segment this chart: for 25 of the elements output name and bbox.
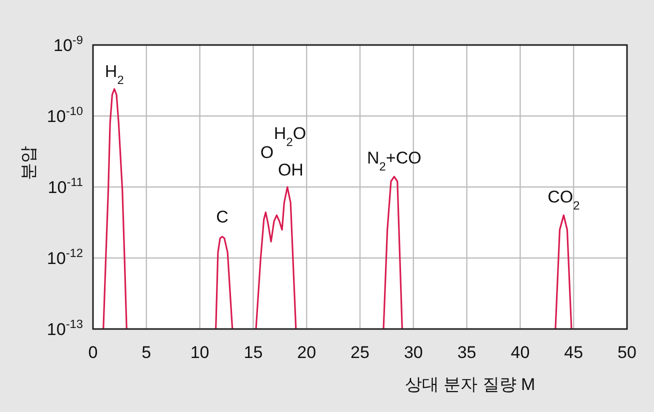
- annotation: OH: [278, 160, 304, 180]
- x-tick-label: 10: [190, 343, 210, 362]
- x-tick-label: 40: [510, 343, 530, 362]
- annotation: N$_{2}$+CO: [367, 148, 422, 174]
- y-tick-label: 10$^{-13}$: [46, 317, 84, 339]
- x-tick-label: 25: [350, 343, 370, 362]
- y-tick-label: 10$^{-12}$: [46, 246, 84, 268]
- annotation: H$_{2}$O: [274, 124, 306, 149]
- x-tick-label: 50: [618, 343, 636, 362]
- x-tick-label: 35: [457, 343, 476, 362]
- annotation: O: [260, 143, 274, 162]
- annotation: H$_{2}$: [104, 62, 124, 88]
- annotation: C: [216, 208, 228, 227]
- y-tick-label: 10$^{-9}$: [54, 33, 84, 55]
- annotation: CO$_{2}$: [548, 187, 580, 212]
- y-axis-title: 분압: [19, 146, 38, 180]
- x-tick-label: 15: [244, 343, 263, 362]
- x-axis-title: 상대 분자 질량 M: [404, 375, 536, 394]
- x-tick-label: 0: [88, 343, 98, 362]
- x-tick-label: 20: [297, 343, 316, 362]
- x-tick-label: 5: [142, 343, 152, 362]
- y-tick-label: 10$^{-10}$: [46, 104, 84, 126]
- x-tick-label: 30: [404, 343, 423, 362]
- x-tick-label: 45: [564, 343, 584, 362]
- y-tick-label: 10$^{-11}$: [48, 175, 84, 197]
